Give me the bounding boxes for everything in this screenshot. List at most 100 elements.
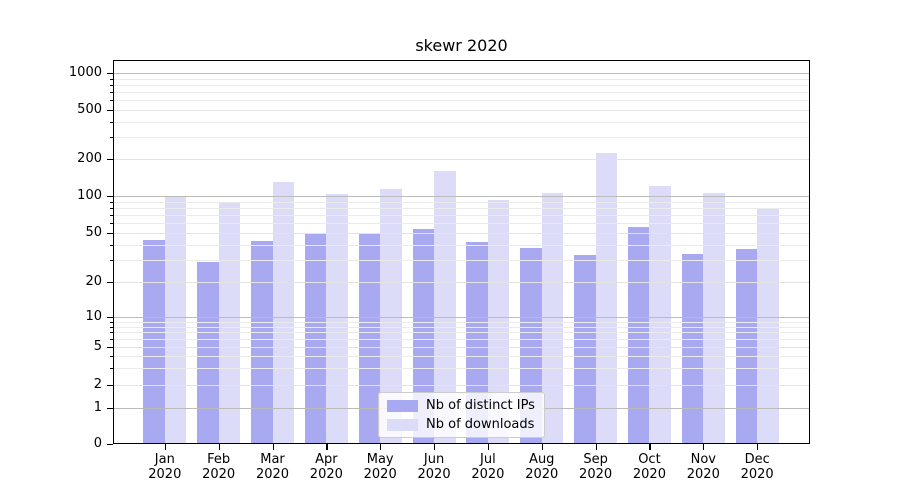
bar-nb-of-downloads-oct xyxy=(649,186,671,444)
x-tick-year: 2020 xyxy=(740,466,774,482)
x-tick-label-feb: Feb 2020 xyxy=(187,452,251,482)
x-tick-mark-sep xyxy=(595,444,597,450)
bar-nb-of-distinct-ips-jan xyxy=(143,239,165,444)
x-tick-mark-jan xyxy=(164,444,166,450)
y-tick-mark-1000 xyxy=(107,73,113,75)
bar-nb-of-downloads-jun xyxy=(434,170,456,444)
y-minor-tick-mark-3 xyxy=(109,368,113,370)
y-minor-tick-mark-700 xyxy=(109,92,113,94)
x-tick-year: 2020 xyxy=(579,466,613,482)
x-tick-month: Mar xyxy=(260,452,285,467)
x-tick-label-may: May 2020 xyxy=(348,452,412,482)
x-tick-mark-aug xyxy=(541,444,543,450)
legend-row-distinct-ips: Nb of distinct IPs xyxy=(387,398,535,413)
y-tick-label-1: 1 xyxy=(93,400,102,415)
x-tick-month: Aug xyxy=(529,452,555,467)
x-tick-label-mar: Mar 2020 xyxy=(241,452,305,482)
bar-nb-of-distinct-ips-feb xyxy=(197,262,219,444)
x-tick-month: Jul xyxy=(480,452,496,467)
y-minor-tick-mark-300 xyxy=(109,137,113,139)
x-tick-label-jan: Jan 2020 xyxy=(133,452,197,482)
x-tick-label-jun: Jun 2020 xyxy=(402,452,466,482)
gridline-minor-400 xyxy=(114,121,809,123)
y-tick-mark-20 xyxy=(107,282,113,284)
y-minor-tick-mark-80 xyxy=(109,207,113,209)
y-tick-label-20: 20 xyxy=(85,274,102,289)
bar-nb-of-distinct-ips-dec xyxy=(735,249,758,444)
gridline-minor-700 xyxy=(114,92,809,94)
x-tick-year: 2020 xyxy=(255,466,290,482)
x-tick-year: 2020 xyxy=(309,466,343,482)
gridline-minor-800 xyxy=(114,84,809,86)
bar-nb-of-downloads-feb xyxy=(218,202,241,444)
y-tick-label-2: 2 xyxy=(93,377,102,392)
x-tick-mark-nov xyxy=(703,444,705,450)
bar-nb-of-downloads-dec xyxy=(757,207,779,444)
x-tick-mark-jun xyxy=(434,444,436,450)
bar-nb-of-distinct-ips-mar xyxy=(251,241,273,444)
y-tick-label-200: 200 xyxy=(77,151,102,166)
y-minor-tick-mark-800 xyxy=(109,84,113,86)
y-tick-label-50: 50 xyxy=(85,225,102,240)
y-tick-mark-1 xyxy=(107,408,113,410)
x-tick-month: Jan xyxy=(154,452,175,467)
x-tick-mark-apr xyxy=(326,444,328,450)
y-minor-tick-mark-60 xyxy=(109,223,113,225)
legend-swatch-distinct-ips xyxy=(387,399,418,412)
gridline-minor-300 xyxy=(114,137,809,139)
bar-nb-of-distinct-ips-nov xyxy=(681,253,704,444)
y-minor-tick-mark-40 xyxy=(109,244,113,246)
x-tick-year: 2020 xyxy=(471,466,505,482)
y-tick-label-100: 100 xyxy=(77,188,102,203)
legend-swatch-downloads xyxy=(387,418,418,431)
y-tick-mark-5 xyxy=(107,347,113,349)
bar-nb-of-downloads-may xyxy=(380,189,402,444)
x-tick-mark-mar xyxy=(272,444,274,450)
x-tick-label-apr: Apr 2020 xyxy=(294,452,358,482)
x-tick-mark-dec xyxy=(757,444,759,450)
y-tick-label-10: 10 xyxy=(85,309,102,324)
x-tick-label-jul: Jul 2020 xyxy=(456,452,520,482)
bar-nb-of-downloads-aug xyxy=(541,193,564,444)
y-tick-mark-50 xyxy=(107,233,113,235)
y-tick-mark-100 xyxy=(107,196,113,198)
y-minor-tick-mark-600 xyxy=(109,100,113,102)
x-tick-label-dec: Dec 2020 xyxy=(725,452,789,482)
bar-nb-of-distinct-ips-apr xyxy=(304,233,327,444)
x-tick-month: Dec xyxy=(744,452,770,467)
y-minor-tick-mark-8 xyxy=(109,326,113,328)
bar-nb-of-downloads-apr xyxy=(326,194,348,444)
gridline-major-1000 xyxy=(114,73,809,74)
x-tick-mark-oct xyxy=(649,444,651,450)
x-tick-label-aug: Aug 2020 xyxy=(510,452,574,482)
y-minor-tick-mark-30 xyxy=(109,260,113,262)
bar-nb-of-downloads-nov xyxy=(703,193,725,444)
x-tick-year: 2020 xyxy=(417,466,451,482)
y-tick-mark-2 xyxy=(107,385,113,387)
bar-nb-of-distinct-ips-sep xyxy=(574,255,596,444)
x-tick-year: 2020 xyxy=(202,466,236,482)
x-tick-year: 2020 xyxy=(632,466,666,482)
x-tick-month: May xyxy=(366,452,394,467)
x-tick-month: Apr xyxy=(315,452,338,467)
bar-nb-of-distinct-ips-oct xyxy=(627,226,650,444)
bar-nb-of-distinct-ips-may xyxy=(358,233,381,444)
legend: Nb of distinct IPs Nb of downloads xyxy=(378,392,545,438)
x-tick-month: Nov xyxy=(690,452,716,467)
gridline-minor-600 xyxy=(114,100,809,102)
x-tick-mark-may xyxy=(380,444,382,450)
y-tick-mark-10 xyxy=(107,317,113,319)
x-tick-mark-jul xyxy=(487,444,490,450)
y-minor-tick-mark-70 xyxy=(109,215,113,217)
bar-nb-of-downloads-sep xyxy=(595,152,618,444)
bar-nb-of-downloads-jan xyxy=(164,196,187,444)
y-tick-mark-200 xyxy=(107,159,113,161)
chart-title: skewr 2020 xyxy=(415,36,508,55)
y-minor-tick-mark-7 xyxy=(109,332,113,334)
x-tick-year: 2020 xyxy=(686,466,720,482)
gridline-500 xyxy=(114,110,809,111)
legend-label-distinct-ips: Nb of distinct IPs xyxy=(426,398,535,413)
gridline-minor-900 xyxy=(114,78,809,80)
y-tick-mark-0 xyxy=(107,444,113,446)
